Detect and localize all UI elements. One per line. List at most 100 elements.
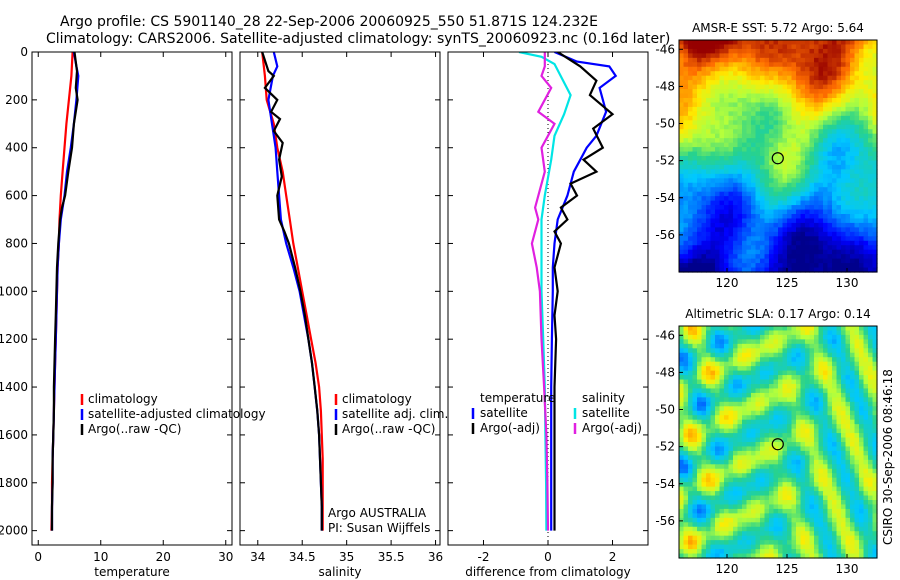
heatmap-cell <box>737 535 743 541</box>
heatmap-cell <box>710 227 716 233</box>
heatmap-cell <box>706 263 712 269</box>
heatmap-cell <box>845 504 851 510</box>
heatmap-cell <box>782 486 788 492</box>
heatmap-cell <box>737 169 743 175</box>
heatmap-cell <box>769 120 775 126</box>
heatmap-cell <box>823 84 829 90</box>
heatmap-cell <box>773 486 779 492</box>
heatmap-cell <box>679 526 685 532</box>
heatmap-cell <box>692 258 698 264</box>
heatmap-cell <box>850 80 856 86</box>
heatmap-cell <box>778 433 784 439</box>
heatmap-cell <box>841 334 847 340</box>
map-title: AMSR-E SST: 5.72 Argo: 5.64 <box>692 21 864 35</box>
heatmap-cell <box>688 433 694 439</box>
heatmap-cell <box>791 98 797 104</box>
heatmap-cell <box>845 138 851 144</box>
heatmap-cell <box>697 500 703 506</box>
heatmap-cell <box>688 200 694 206</box>
heatmap-cell <box>845 245 851 251</box>
heatmap-cell <box>688 66 694 72</box>
heatmap-cell <box>868 495 874 501</box>
heatmap-cell <box>818 495 824 501</box>
heatmap-cell <box>706 415 712 421</box>
heatmap-cell <box>715 517 721 523</box>
heatmap-cell <box>742 191 748 197</box>
heatmap-cell <box>814 84 820 90</box>
heatmap-cell <box>845 240 851 246</box>
heatmap-cell <box>863 62 869 68</box>
heatmap-cell <box>742 133 748 139</box>
heatmap-cell <box>841 468 847 474</box>
heatmap-cell <box>850 214 856 220</box>
heatmap-cell <box>778 468 784 474</box>
heatmap-cell <box>760 240 766 246</box>
heatmap-cell <box>755 222 761 228</box>
heatmap-cell <box>742 526 748 532</box>
heatmap-cell <box>805 455 811 461</box>
heatmap-cell <box>841 98 847 104</box>
heatmap-cell <box>845 415 851 421</box>
heatmap-cell <box>787 544 793 550</box>
heatmap-cell <box>692 196 698 202</box>
heatmap-cell <box>683 482 689 488</box>
heatmap-cell <box>872 366 878 372</box>
heatmap-cell <box>782 526 788 532</box>
heatmap-cell <box>769 343 775 349</box>
heatmap-cell <box>764 424 770 430</box>
heatmap-cell <box>742 66 748 72</box>
heatmap-cell <box>764 419 770 425</box>
heatmap-cell <box>805 410 811 416</box>
heatmap-cell <box>805 44 811 50</box>
heatmap-cell <box>863 222 869 228</box>
heatmap-cell <box>868 240 874 246</box>
heatmap-cell <box>836 173 842 179</box>
heatmap-cell <box>697 366 703 372</box>
heatmap-cell <box>827 231 833 237</box>
heatmap-cell <box>719 209 725 215</box>
heatmap-cell <box>823 236 829 242</box>
heatmap-cell <box>814 258 820 264</box>
heatmap-cell <box>854 240 860 246</box>
heatmap-cell <box>809 334 815 340</box>
heatmap-cell <box>688 384 694 390</box>
heatmap-cell <box>850 361 856 367</box>
heatmap-cell <box>746 517 752 523</box>
heatmap-cell <box>850 66 856 72</box>
heatmap-cell <box>733 428 739 434</box>
annotation-label: PI: Susan Wijffels <box>328 521 430 535</box>
heatmap-cell <box>782 196 788 202</box>
heatmap-cell <box>742 44 748 50</box>
heatmap-cell <box>850 450 856 456</box>
heatmap-cell <box>715 147 721 153</box>
heatmap-cell <box>863 522 869 528</box>
heatmap-cell <box>850 437 856 443</box>
heatmap-cell <box>742 120 748 126</box>
heatmap-cell <box>823 218 829 224</box>
heatmap-cell <box>859 397 865 403</box>
heatmap-cell <box>850 89 856 95</box>
heatmap-cell <box>850 410 856 416</box>
heatmap-cell <box>692 500 698 506</box>
heatmap-cell <box>791 375 797 381</box>
heatmap-cell <box>742 450 748 456</box>
heatmap-cell <box>692 348 698 354</box>
heatmap-cell <box>823 433 829 439</box>
heatmap-cell <box>859 249 865 255</box>
heatmap-cell <box>719 102 725 108</box>
y-tick-label: 400 <box>5 141 28 155</box>
heatmap-cell <box>827 53 833 59</box>
heatmap-cell <box>751 446 757 452</box>
heatmap-cell <box>836 133 842 139</box>
heatmap-cell <box>859 44 865 50</box>
heatmap-cell <box>737 392 743 398</box>
heatmap-cell <box>688 437 694 443</box>
heatmap-cell <box>688 44 694 50</box>
annotation-label: Argo AUSTRALIA <box>328 506 427 520</box>
heatmap-cell <box>791 160 797 166</box>
heatmap-cell <box>755 477 761 483</box>
heatmap-cell <box>688 334 694 340</box>
heatmap-cell <box>809 477 815 483</box>
heatmap-cell <box>692 227 698 233</box>
heatmap-cell <box>832 263 838 269</box>
